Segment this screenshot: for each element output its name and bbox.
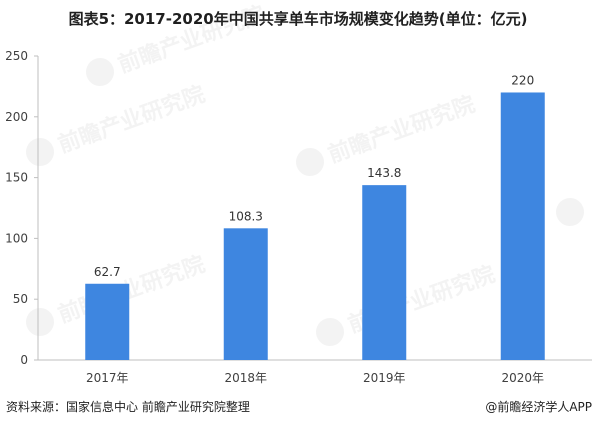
chart-title: 图表5：2017-2020年中国共享单车市场规模变化趋势(单位：亿元) bbox=[68, 10, 528, 28]
y-tick-label: 250 bbox=[5, 49, 28, 63]
qianzhan-logo-icon bbox=[26, 308, 54, 336]
data-label: 108.3 bbox=[229, 209, 263, 223]
watermark-text-2: 前瞻产业研究院 bbox=[325, 91, 479, 168]
qianzhan-logo-icon bbox=[26, 138, 54, 166]
bar bbox=[362, 185, 407, 360]
watermark-4: 前瞻产业研究院 bbox=[86, 1, 269, 86]
bars-layer: 62.7 2017年 108.3 2018年 143.8 2019年 220 2020年 bbox=[85, 73, 545, 385]
watermark-text-4: 前瞻产业研究院 bbox=[115, 1, 269, 78]
data-label: 220 bbox=[511, 73, 534, 87]
y-tick-label: 150 bbox=[5, 171, 28, 185]
x-tick-label: 2018年 bbox=[224, 371, 267, 385]
watermark-6 bbox=[556, 198, 584, 226]
bar bbox=[500, 92, 545, 360]
data-label: 143.8 bbox=[367, 166, 401, 180]
credit-note: @前瞻经济学人APP bbox=[485, 400, 592, 414]
qianzhan-logo-icon bbox=[556, 198, 584, 226]
x-tick-label: 2017年 bbox=[86, 371, 129, 385]
qianzhan-logo-icon bbox=[86, 58, 114, 86]
watermark-3: 前瞻产业研究院 bbox=[26, 81, 209, 166]
watermark-text-3: 前瞻产业研究院 bbox=[55, 81, 209, 158]
watermark-text-1: 前瞻产业研究院 bbox=[55, 251, 209, 328]
y-tick-label: 50 bbox=[13, 292, 28, 306]
axes-layer: 0 50 100 150 200 250 bbox=[5, 49, 592, 367]
bar bbox=[85, 283, 130, 360]
bar bbox=[223, 228, 268, 360]
data-label: 62.7 bbox=[94, 265, 121, 279]
y-tick-label: 0 bbox=[20, 353, 28, 367]
qianzhan-logo-icon bbox=[316, 318, 344, 346]
x-tick-label: 2020年 bbox=[501, 371, 544, 385]
y-tick-label: 100 bbox=[5, 231, 28, 245]
x-tick-label: 2019年 bbox=[363, 371, 406, 385]
y-tick-label: 200 bbox=[5, 110, 28, 124]
source-note: 资料来源：国家信息中心 前瞻产业研究院整理 bbox=[6, 400, 250, 414]
qianzhan-logo-icon bbox=[296, 148, 324, 176]
